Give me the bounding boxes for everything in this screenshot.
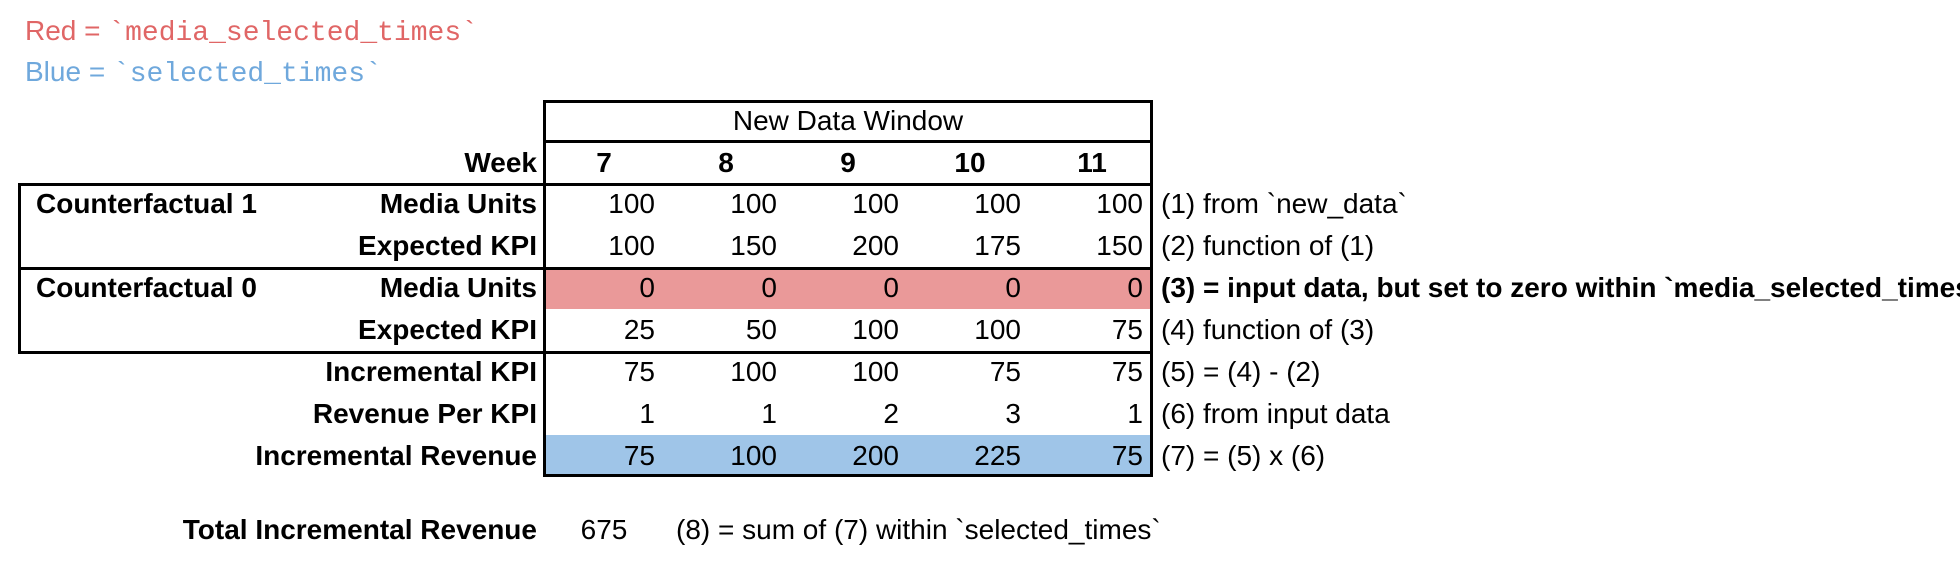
week-divider bbox=[543, 183, 1153, 186]
table-cell: 150 bbox=[1096, 230, 1143, 261]
row-label: Media Units bbox=[379, 272, 537, 303]
table-cell: 1 bbox=[639, 398, 655, 429]
table-cell: 100 bbox=[608, 230, 655, 261]
table-cell: 0 bbox=[639, 272, 655, 303]
table-cell: 25 bbox=[623, 314, 655, 345]
legend-blue-code: `selected_times` bbox=[112, 59, 382, 90]
table-cell: 1 bbox=[761, 398, 777, 429]
annotation-2: (2) function of (1) bbox=[1161, 230, 1375, 261]
table-cell: 175 bbox=[974, 230, 1021, 261]
cf0-divider bbox=[543, 351, 1153, 354]
total-value: 675 bbox=[580, 514, 628, 545]
table-cell: 75 bbox=[1111, 440, 1143, 471]
table-header: New Data Window bbox=[732, 105, 964, 136]
table-cell: 0 bbox=[1127, 272, 1143, 303]
table-cell: 225 bbox=[974, 440, 1021, 471]
legend-blue-prefix: Blue = bbox=[25, 56, 113, 87]
table-cell: 150 bbox=[730, 230, 777, 261]
table-cell: 0 bbox=[761, 272, 777, 303]
annotation-3: (3) = input data, but set to zero within… bbox=[1161, 272, 1960, 303]
week-7: 7 bbox=[596, 147, 612, 178]
legend-red: Red = `media_selected_times` bbox=[25, 10, 478, 52]
annotation-1: (1) from `new_data` bbox=[1161, 188, 1407, 219]
total-label: Total Incremental Revenue bbox=[182, 514, 537, 545]
table-cell: 0 bbox=[1005, 272, 1021, 303]
table-cell: 75 bbox=[623, 356, 655, 387]
table-cell: 0 bbox=[883, 272, 899, 303]
table-cell: 200 bbox=[852, 440, 899, 471]
row-label: Media Units bbox=[379, 188, 537, 219]
row-label: Incremental KPI bbox=[325, 356, 537, 387]
table-cell: 100 bbox=[608, 188, 655, 219]
table-cell: 2 bbox=[883, 398, 899, 429]
row-label: Incremental Revenue bbox=[255, 440, 537, 471]
table-cell: 100 bbox=[730, 356, 777, 387]
week-label: Week bbox=[464, 147, 537, 178]
row-label: Revenue Per KPI bbox=[312, 398, 537, 429]
counterfactual-0-label: Counterfactual 0 bbox=[36, 272, 257, 303]
table-cell: 75 bbox=[1111, 356, 1143, 387]
cf1-divider bbox=[543, 267, 1153, 270]
header-divider bbox=[543, 140, 1153, 143]
table-cell: 50 bbox=[745, 314, 777, 345]
table-cell: 100 bbox=[974, 314, 1021, 345]
annotation-8: (8) = sum of (7) within `selected_times` bbox=[676, 514, 1161, 545]
row-label: Expected KPI bbox=[358, 230, 537, 261]
table-cell: 100 bbox=[852, 356, 899, 387]
table-cell: 75 bbox=[623, 440, 655, 471]
counterfactual-1-label: Counterfactual 1 bbox=[36, 188, 257, 219]
table-cell: 75 bbox=[989, 356, 1021, 387]
week-10: 10 bbox=[954, 147, 986, 178]
selected-times-band bbox=[546, 435, 1150, 474]
annotation-4: (4) function of (3) bbox=[1161, 314, 1375, 345]
week-8: 8 bbox=[718, 147, 734, 178]
week-11: 11 bbox=[1077, 147, 1107, 178]
row-label: Expected KPI bbox=[358, 314, 537, 345]
counterfactual-0-box bbox=[18, 267, 546, 354]
table-cell: 100 bbox=[974, 188, 1021, 219]
media-selected-times-band bbox=[546, 270, 1150, 309]
table-cell: 1 bbox=[1127, 398, 1143, 429]
table-cell: 100 bbox=[1096, 188, 1143, 219]
annotation-5: (5) = (4) - (2) bbox=[1161, 356, 1321, 387]
table-cell: 100 bbox=[852, 314, 899, 345]
legend-blue: Blue = `selected_times` bbox=[25, 51, 382, 93]
legend-red-prefix: Red = bbox=[25, 15, 109, 46]
table-cell: 3 bbox=[1005, 398, 1021, 429]
annotation-7: (7) = (5) x (6) bbox=[1161, 440, 1326, 471]
annotation-6: (6) from input data bbox=[1161, 398, 1390, 429]
legend-red-code: `media_selected_times` bbox=[108, 18, 478, 49]
table-cell: 100 bbox=[852, 188, 899, 219]
week-9: 9 bbox=[840, 147, 856, 178]
table-cell: 200 bbox=[852, 230, 899, 261]
table-cell: 75 bbox=[1111, 314, 1143, 345]
table-cell: 100 bbox=[730, 188, 777, 219]
table-cell: 100 bbox=[730, 440, 777, 471]
